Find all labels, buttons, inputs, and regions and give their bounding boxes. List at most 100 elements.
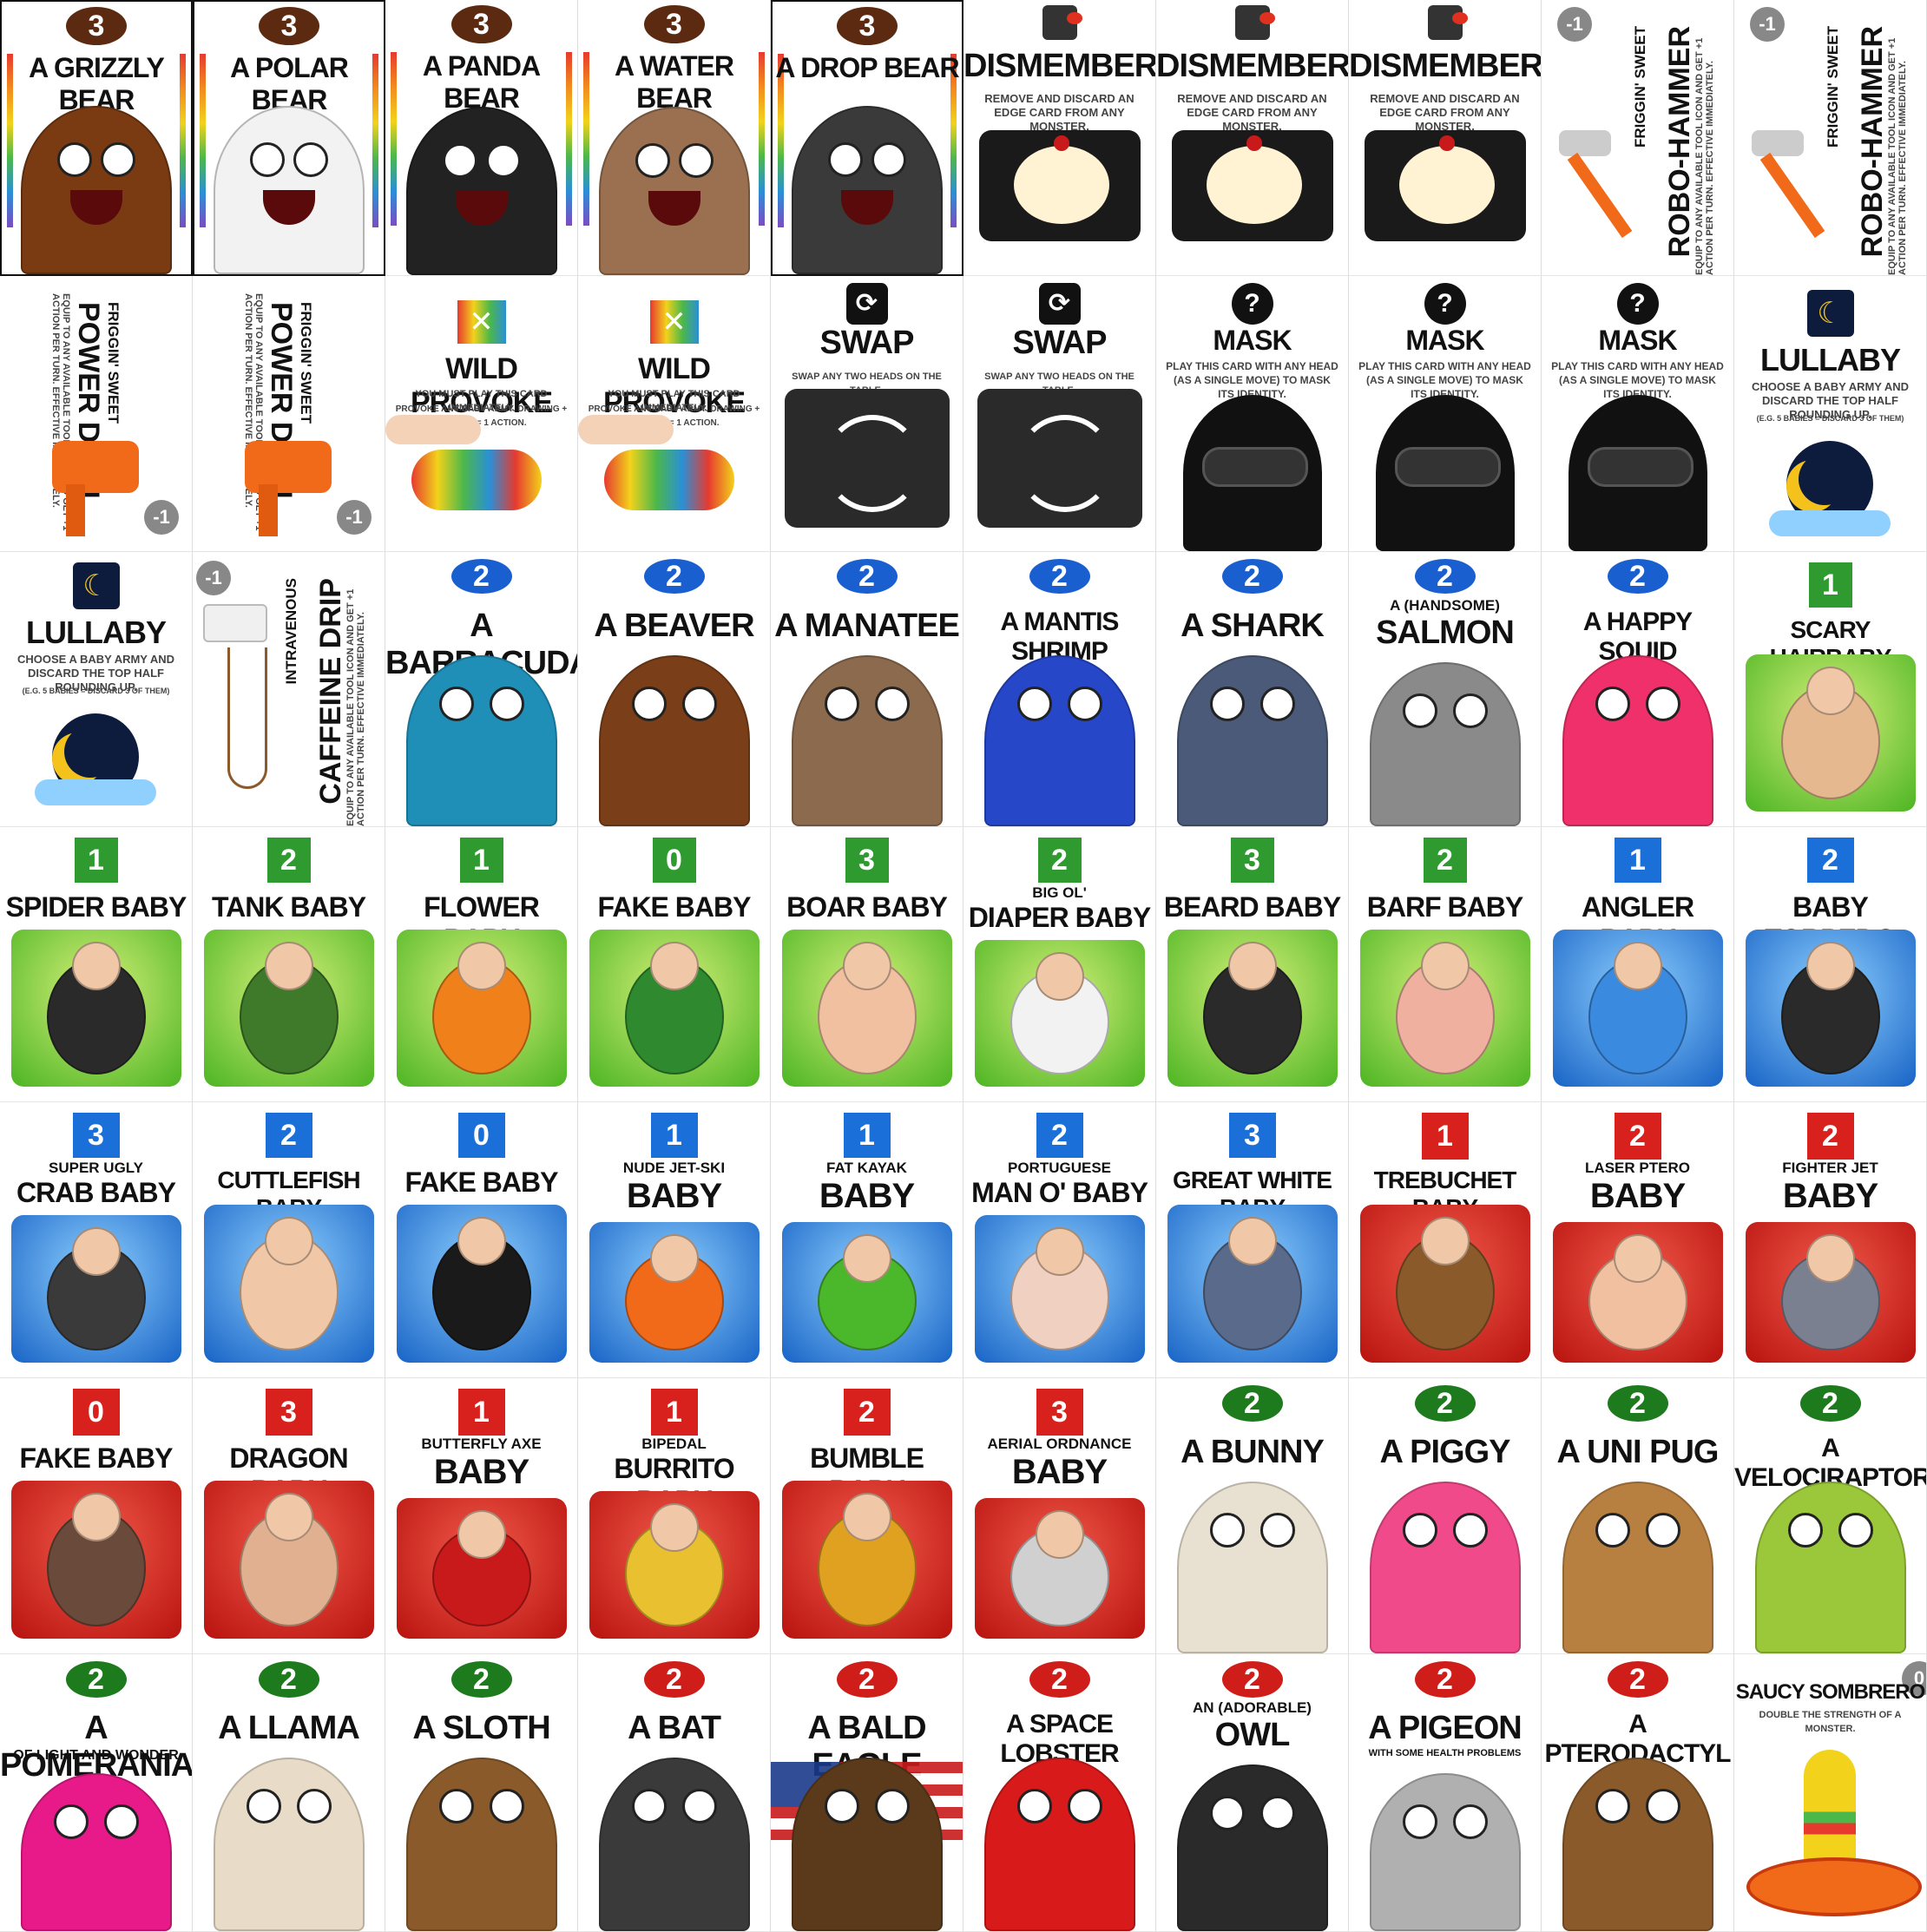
game-card[interactable]: DISMEMBER REMOVE AND DISCARD AN EDGE CARD…	[1156, 0, 1349, 276]
game-card[interactable]: 2 A UNI PUG	[1542, 1378, 1734, 1654]
strength-badge: 2	[1414, 559, 1476, 594]
game-card[interactable]: ? MASK PLAY THIS CARD WITH ANY HEAD (AS A …	[1349, 276, 1542, 552]
game-card[interactable]: 0 FAKE BABY	[385, 1102, 578, 1378]
game-card[interactable]: -1 FRIGGIN' SWEET ROBO-HAMMER EQUIP TO ANY …	[1734, 0, 1927, 276]
game-card[interactable]: 3 BOAR BABY	[771, 827, 964, 1102]
monster-illustration	[1562, 1482, 1713, 1653]
game-card[interactable]: 1 SPIDER BABY	[0, 827, 193, 1102]
game-card[interactable]: 2 A MANATEE	[771, 552, 964, 827]
game-card[interactable]: 0 FAKE BABY	[0, 1378, 193, 1654]
game-card[interactable]: -1 FRIGGIN' SWEET POWER DRILL EQUIP TO ANY …	[0, 276, 193, 552]
severed-neck	[1438, 135, 1455, 151]
game-card[interactable]: 2A BALD EAGLE	[771, 1654, 964, 1932]
game-card[interactable]: ? MASK PLAY THIS CARD WITH ANY HEAD (AS A …	[1542, 276, 1734, 552]
strength-badge: 3	[66, 7, 127, 45]
baby-illustration	[1359, 930, 1530, 1087]
monster-illustration	[983, 1758, 1135, 1931]
monster-eye	[293, 142, 328, 177]
game-card[interactable]: 2 FIGHTER JET BABY	[1734, 1102, 1927, 1378]
game-card[interactable]: 2 A BAT	[578, 1654, 771, 1932]
game-card[interactable]: -1 FRIGGIN' SWEET ROBO-HAMMER EQUIP TO ANY …	[1542, 0, 1734, 276]
game-card[interactable]: 3 SUPER UGLY CRAB BABY	[0, 1102, 193, 1378]
game-card[interactable]: 1 FAT KAYAK BABY	[771, 1102, 964, 1378]
monster-eye	[1452, 1804, 1488, 1839]
monster-mouth	[70, 190, 122, 225]
monster-eye	[1645, 687, 1680, 721]
baby-illustration	[1167, 930, 1338, 1087]
game-card[interactable]: ✕ WILD PROVOKE YOU MUST PLAY THIS CARD IMM…	[385, 276, 578, 552]
card-title: MASK	[1213, 325, 1292, 356]
game-card[interactable]: ☾ LULLABY CHOOSE A BABY ARMY AND DISCARD T…	[0, 552, 193, 827]
game-card[interactable]: 1 BUTTERFLY AXE BABY	[385, 1378, 578, 1654]
game-card[interactable]: 0 FAKE BABY	[578, 827, 771, 1102]
card-title: A SHARK	[1181, 608, 1325, 644]
game-card[interactable]: ✕ WILD PROVOKE YOU MUST PLAY THIS CARD IMM…	[578, 276, 771, 552]
game-card[interactable]: 2 A PIGEON WITH SOME HEALTH PROBLEMS	[1349, 1654, 1542, 1932]
baby-figure	[239, 1510, 339, 1626]
game-card[interactable]: 1 NUDE JET-SKI BABY	[578, 1102, 771, 1378]
monster-eye	[1838, 1513, 1873, 1548]
game-card[interactable]: 2 TANK BABY	[193, 827, 385, 1102]
game-card[interactable]: 2 AN (ADORABLE) OWL	[1156, 1654, 1349, 1932]
game-card[interactable]: 2 BARF BABY	[1349, 827, 1542, 1102]
severed-neck	[1246, 135, 1262, 151]
baby-head	[457, 1510, 506, 1559]
game-card[interactable]: 2 A PIGGY	[1349, 1378, 1542, 1654]
game-card[interactable]: 2 LASER PTERO BABY	[1542, 1102, 1734, 1378]
game-card[interactable]: 3 A DROP BEAR	[771, 0, 964, 276]
game-card[interactable]: ☾ LULLABY CHOOSE A BABY ARMY AND DISCARD T…	[1734, 276, 1927, 552]
game-card[interactable]: ? MASK PLAY THIS CARD WITH ANY HEAD (AS A …	[1156, 276, 1349, 552]
game-card[interactable]: DISMEMBER REMOVE AND DISCARD AN EDGE CARD…	[964, 0, 1156, 276]
game-card[interactable]: 3 BEARD BABY	[1156, 827, 1349, 1102]
game-card[interactable]: DISMEMBER REMOVE AND DISCARD AN EDGE CARD…	[1349, 0, 1542, 276]
game-card[interactable]: 3 AERIAL ORDNANCE BABY	[964, 1378, 1156, 1654]
card-title: WILD PROVOKE	[602, 352, 746, 419]
game-card[interactable]: 2 BIG OL' DIAPER BABY	[964, 827, 1156, 1102]
game-card[interactable]: 3 A PANDA BEAR	[385, 0, 578, 276]
monster-eye	[1259, 1796, 1295, 1830]
game-card[interactable]: 2 A SLOTH	[385, 1654, 578, 1932]
strength-badge: 2	[1221, 1385, 1283, 1422]
game-card[interactable]: 2 A BUNNY	[1156, 1378, 1349, 1654]
game-card[interactable]: 2 A BEAVER	[578, 552, 771, 827]
baby-head	[649, 1234, 699, 1283]
card-title: SAUCY SOMBRERO	[1735, 1680, 1926, 1704]
strength-badge: 1	[1808, 562, 1852, 608]
game-card[interactable]: 2 A (HANDSOME) SALMON	[1349, 552, 1542, 827]
game-card[interactable]: 2 PORTUGUESE MAN O' BABY	[964, 1102, 1156, 1378]
game-card[interactable]: -1 INTRAVENOUS CAFFEINE DRIP EQUIP TO ANY A…	[193, 552, 385, 827]
strength-badge: 3	[1230, 838, 1274, 883]
monster-eye	[485, 143, 521, 178]
game-card[interactable]: 2 A SHARK	[1156, 552, 1349, 827]
baby-illustration	[1745, 1222, 1916, 1363]
game-card[interactable]: 2 A LLAMA	[193, 1654, 385, 1932]
game-card[interactable]: 2A POMERANIANOF LIGHT AND WONDER	[0, 1654, 193, 1932]
game-card[interactable]: 0 SAUCY SOMBRERO DOUBLE THE STRENGTH OF A …	[1734, 1654, 1927, 1932]
card-pretitle: SUPER UGLY	[49, 1160, 143, 1176]
game-card[interactable]: 2 A MANTIS SHRIMP	[964, 552, 1156, 827]
game-card[interactable]: 2A BARRACUDA	[385, 552, 578, 827]
game-card[interactable]: -1 FRIGGIN' SWEET POWER DRILL EQUIP TO ANY …	[193, 276, 385, 552]
game-card[interactable]: 3 A WATER BEAR	[578, 0, 771, 276]
card-title: FAKE BABY	[404, 1166, 559, 1198]
cloud	[1769, 510, 1891, 536]
